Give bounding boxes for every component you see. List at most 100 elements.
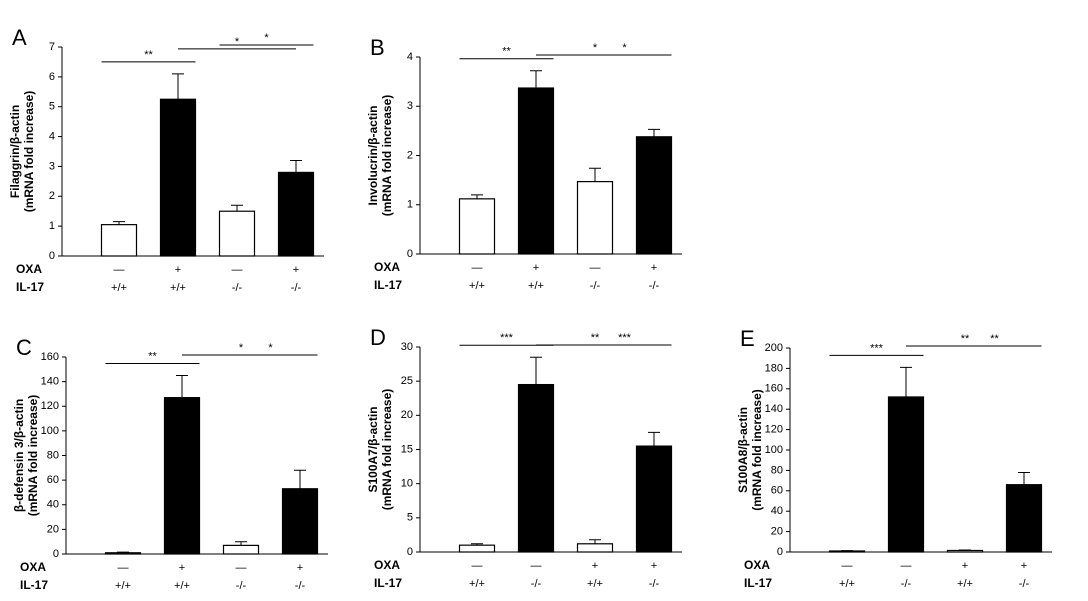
bar xyxy=(281,488,319,555)
category-label: -/- xyxy=(295,580,306,592)
y-tick-label: 100 xyxy=(765,444,783,456)
category-label: — xyxy=(531,560,542,572)
category-label: + xyxy=(962,560,968,572)
category-label: +/+ xyxy=(957,578,973,590)
category-label: +/+ xyxy=(111,282,127,294)
category-label: + xyxy=(651,262,657,274)
significance-label: ** xyxy=(990,333,999,345)
y-tick-label: 40 xyxy=(47,499,59,511)
significance-label: *** xyxy=(500,332,514,344)
category-label: — xyxy=(232,264,243,276)
significance-label: *** xyxy=(870,342,884,354)
category-label: +/+ xyxy=(469,280,485,292)
error-bar xyxy=(113,221,125,225)
panel-letter: E xyxy=(740,326,755,351)
bar xyxy=(887,396,925,553)
category-label: — xyxy=(901,560,912,572)
y-axis-label: (mRNA fold increase) xyxy=(380,389,394,511)
error-bar xyxy=(117,551,129,553)
y-axis-label: (mRNA fold increase) xyxy=(750,389,764,511)
category-label: + xyxy=(1021,560,1027,572)
row-label: IL-17 xyxy=(374,278,402,292)
y-tick-label: 100 xyxy=(41,425,59,437)
panel-letter: B xyxy=(370,35,385,60)
bar xyxy=(458,544,496,553)
bar xyxy=(104,552,142,555)
y-tick-label: 60 xyxy=(771,485,783,497)
error-bar xyxy=(648,431,660,447)
bar xyxy=(159,98,197,257)
error-bar xyxy=(172,73,184,100)
y-tick-label: 4 xyxy=(49,130,55,142)
significance-label: * xyxy=(239,342,244,354)
y-tick-label: 1 xyxy=(407,199,413,211)
error-bar xyxy=(530,70,542,89)
bar xyxy=(163,397,201,555)
row-label: IL-17 xyxy=(744,576,772,590)
category-label: +/+ xyxy=(587,578,603,590)
error-bar xyxy=(471,543,483,546)
category-label: -/- xyxy=(291,282,302,294)
category-label: — xyxy=(590,262,601,274)
y-tick-label: 10 xyxy=(401,478,413,490)
bar xyxy=(517,383,555,553)
y-tick-label: 20 xyxy=(47,523,59,535)
y-tick-label: 7 xyxy=(49,41,55,53)
category-label: -/- xyxy=(649,280,660,292)
error-bar xyxy=(471,194,483,199)
chart-panel: E S100A8/β-actin (mRNA fold increase) 0 20 40… xyxy=(736,326,1052,590)
y-axis-label: (mRNA fold increase) xyxy=(26,395,40,517)
y-tick-label: 20 xyxy=(771,526,783,538)
panel-letter: A xyxy=(12,25,27,50)
y-tick-label: 2 xyxy=(407,149,413,161)
y-tick-label: 160 xyxy=(41,351,59,363)
category-label: -/- xyxy=(232,282,243,294)
y-tick-label: 0 xyxy=(53,548,59,560)
error-bar xyxy=(530,356,542,385)
y-tick-label: 80 xyxy=(771,464,783,476)
category-label: -/- xyxy=(590,280,601,292)
row-label: OXA xyxy=(20,560,46,574)
y-tick-label: 200 xyxy=(765,342,783,354)
y-tick-label: 120 xyxy=(41,400,59,412)
category-label: — xyxy=(236,562,247,574)
category-label: +/+ xyxy=(115,580,131,592)
y-tick-label: 40 xyxy=(771,505,783,517)
error-bar xyxy=(231,204,243,212)
category-label: +/+ xyxy=(174,580,190,592)
y-tick-label: 15 xyxy=(401,443,413,455)
y-tick-label: 5 xyxy=(49,101,55,113)
significance-label: ** xyxy=(502,46,511,58)
row-label: OXA xyxy=(16,262,42,276)
y-tick-label: 180 xyxy=(765,362,783,374)
significance-label: ** xyxy=(591,332,600,344)
row-label: IL-17 xyxy=(20,578,48,592)
y-axis-label: S100A8/β-actin xyxy=(736,407,750,493)
error-bar xyxy=(589,539,601,544)
significance-label: * xyxy=(264,32,269,44)
error-bar xyxy=(235,541,247,546)
bar xyxy=(635,136,673,255)
y-tick-label: 3 xyxy=(49,160,55,172)
row-label: OXA xyxy=(374,558,400,572)
error-bar xyxy=(290,159,302,173)
significance-label: ** xyxy=(144,49,153,61)
error-bar xyxy=(176,374,188,398)
bar xyxy=(576,181,614,255)
category-label: +/+ xyxy=(528,280,544,292)
y-tick-label: 160 xyxy=(765,383,783,395)
y-tick-label: 5 xyxy=(407,512,413,524)
row-label: IL-17 xyxy=(16,280,44,294)
error-bar xyxy=(900,366,912,397)
category-label: +/+ xyxy=(170,282,186,294)
row-label: IL-17 xyxy=(374,576,402,590)
category-label: + xyxy=(175,264,181,276)
chart-panel: D S100A7/β-actin (mRNA fold increase) 0 5 10 1… xyxy=(366,325,682,590)
category-label: -/- xyxy=(1019,578,1030,590)
category-label: -/- xyxy=(649,578,660,590)
y-tick-label: 4 xyxy=(407,51,413,63)
y-tick-label: 3 xyxy=(407,100,413,112)
significance-label: * xyxy=(593,42,598,54)
error-bar xyxy=(959,549,971,551)
y-tick-label: 20 xyxy=(401,409,413,421)
